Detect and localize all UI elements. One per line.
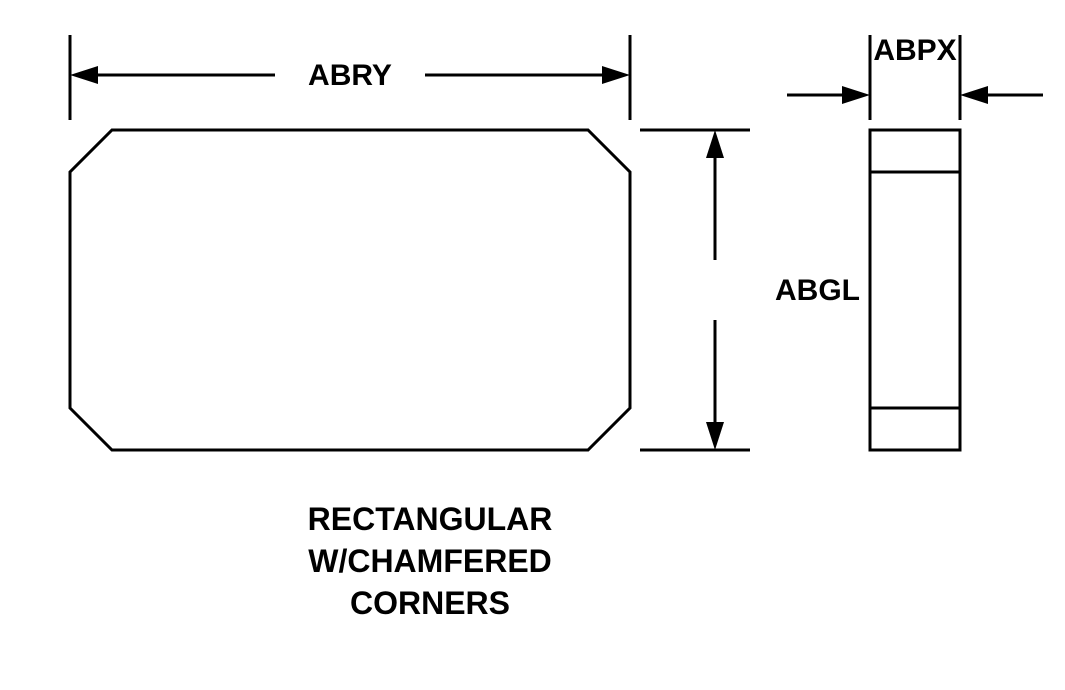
technical-diagram: ABRY ABPX ABGL RECTANGULAR W/CHAMFERED C…: [0, 0, 1065, 690]
dimension-abgl: ABGL: [640, 130, 860, 450]
caption-line-1: RECTANGULAR: [308, 501, 553, 537]
dimension-abpx-label: ABPX: [873, 34, 956, 67]
dimension-abpx: ABPX: [787, 34, 1043, 120]
caption-line-3: CORNERS: [350, 585, 510, 621]
front-view-shape: [70, 130, 630, 450]
dimension-abry: ABRY: [70, 35, 630, 120]
caption-line-2: W/CHAMFERED: [308, 543, 552, 579]
side-view-shape: [870, 130, 960, 450]
dimension-abry-label: ABRY: [308, 59, 392, 92]
dimension-abgl-label: ABGL: [775, 274, 860, 307]
